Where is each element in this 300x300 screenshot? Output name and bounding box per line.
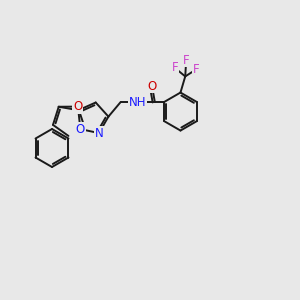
Text: F: F — [172, 61, 178, 74]
Text: N: N — [94, 127, 103, 140]
Text: O: O — [76, 123, 85, 136]
Text: NH: NH — [129, 96, 146, 109]
Text: O: O — [147, 80, 157, 93]
Text: F: F — [183, 54, 190, 67]
Text: F: F — [192, 63, 199, 76]
Text: O: O — [73, 100, 82, 113]
